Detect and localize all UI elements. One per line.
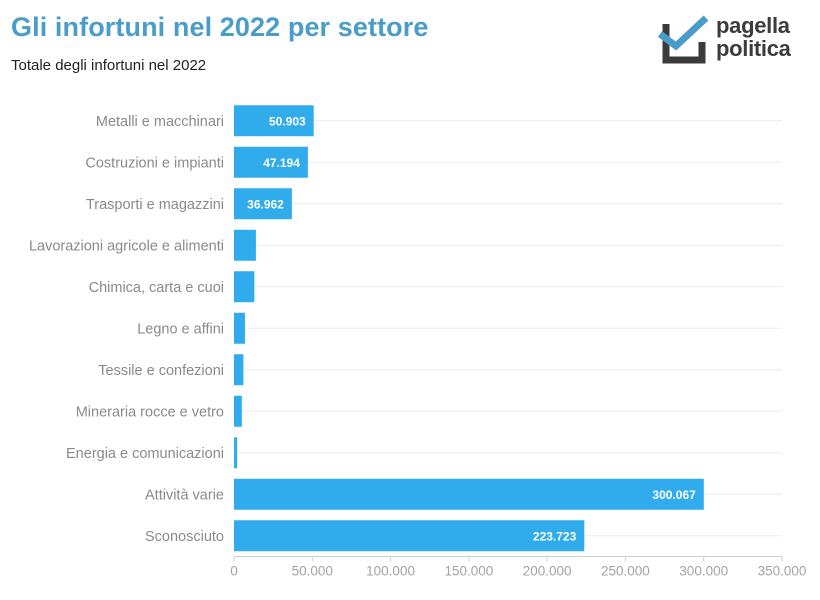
category-label: Metalli e macchinari [96,114,224,130]
bar [234,478,704,510]
logo-text-line1: pagella [716,13,790,38]
bar [234,188,292,220]
category-label: Sconosciuto [145,529,224,545]
bar-value-label: 47.194 [263,156,300,170]
checkbox-check-icon [658,15,709,64]
x-tick-label: 300.000 [679,564,728,579]
bar [234,520,585,552]
bar-value-label: 50.903 [269,114,306,128]
x-tick-label: 250.000 [601,564,650,579]
x-tick-label: 200.000 [523,564,572,579]
x-tick-label: 100.000 [366,564,415,579]
bar [234,229,256,261]
x-tick-label: 50.000 [292,564,333,579]
chart-title: Gli infortuni nel 2022 per settore [11,12,429,42]
category-label: Chimica, carta e cuoi [89,280,224,296]
category-label: Energia e comunicazioni [66,446,224,462]
category-label: Trasporti e magazzini [86,197,224,213]
category-label: Legno e affini [137,321,224,337]
category-label: Attività varie [145,487,224,503]
x-tick-label: 350.000 [758,564,807,579]
bar-value-label: 223.723 [533,529,577,543]
x-tick-label: 0 [230,564,238,579]
bar-value-label: 300.067 [652,488,696,502]
bar [234,437,238,469]
logo-text-line2: politica [716,36,791,61]
category-label: Costruzioni e impianti [85,155,224,171]
x-tick-label: 150.000 [444,564,493,579]
bar [234,395,242,427]
bar [234,146,308,178]
bar [234,105,314,137]
bar [234,354,244,386]
chart-subtitle: Totale degli infortuni nel 2022 [11,57,207,74]
pagella-politica-logo: pagella politica [658,14,808,66]
bar [234,271,255,303]
category-label: Lavorazioni agricole e alimenti [29,238,224,254]
category-label: Mineraria rocce e vetro [76,404,224,420]
bar-value-label: 36.962 [247,197,284,211]
category-label: Tessile e confezioni [98,363,224,379]
bar [234,312,245,344]
